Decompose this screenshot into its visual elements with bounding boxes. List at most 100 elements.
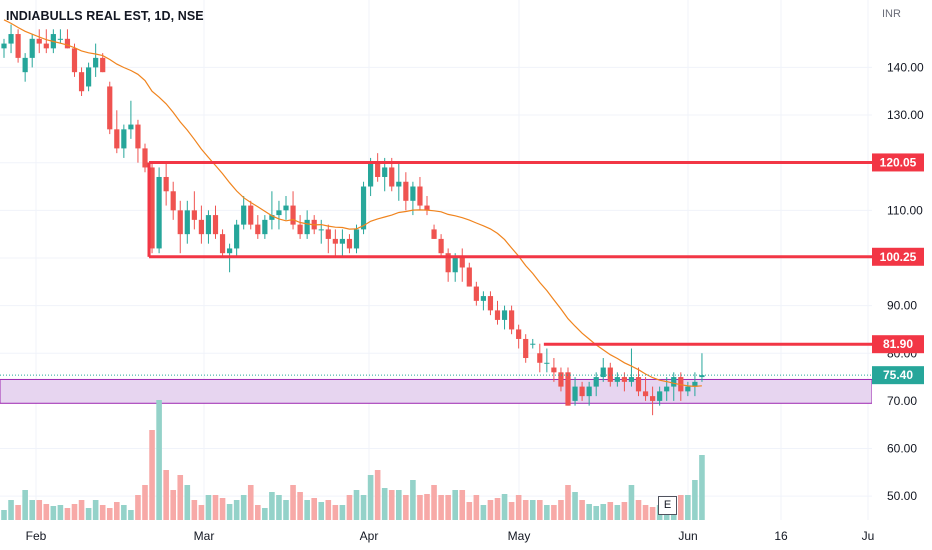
candle[interactable] <box>43 29 49 54</box>
candle[interactable] <box>191 191 197 230</box>
candle[interactable] <box>248 200 254 230</box>
candle[interactable] <box>325 224 331 254</box>
candle[interactable] <box>142 143 148 173</box>
volume-bar <box>579 500 585 520</box>
candle[interactable] <box>198 205 204 244</box>
candle[interactable] <box>241 196 247 230</box>
candle[interactable] <box>642 377 649 401</box>
candle[interactable] <box>128 100 134 139</box>
horizontal-levels[interactable] <box>0 160 872 376</box>
candle[interactable] <box>572 377 578 406</box>
candle[interactable] <box>466 262 472 287</box>
candle[interactable] <box>558 367 564 392</box>
candle[interactable] <box>29 34 35 68</box>
level-price-tag[interactable]: 100.25 <box>872 247 924 266</box>
candle[interactable] <box>8 24 14 54</box>
candle[interactable] <box>262 215 268 239</box>
candle[interactable] <box>473 281 479 306</box>
candle[interactable] <box>71 43 78 77</box>
candle[interactable] <box>593 372 599 397</box>
candle[interactable] <box>579 381 585 401</box>
candle[interactable] <box>480 291 486 311</box>
candle[interactable] <box>628 348 635 387</box>
candle[interactable] <box>234 219 240 258</box>
candle[interactable] <box>544 348 550 373</box>
candle[interactable] <box>22 53 28 82</box>
candle[interactable] <box>650 386 656 416</box>
candle[interactable] <box>692 372 698 397</box>
candle[interactable] <box>699 353 705 382</box>
candle[interactable] <box>600 358 606 382</box>
candle[interactable] <box>93 43 99 77</box>
candle[interactable] <box>509 305 515 335</box>
candle[interactable] <box>438 234 444 258</box>
candle[interactable] <box>424 196 430 216</box>
candle[interactable] <box>121 124 127 158</box>
candle[interactable] <box>57 29 63 44</box>
candle[interactable] <box>1 38 7 58</box>
candle[interactable] <box>149 162 155 254</box>
candle[interactable] <box>86 62 92 92</box>
candle[interactable] <box>523 334 529 363</box>
candle[interactable] <box>530 338 536 349</box>
candle[interactable] <box>36 29 42 54</box>
time-axis[interactable]: Feb Mar Apr May Jun 16 Ju <box>26 529 875 543</box>
candle[interactable] <box>459 248 465 282</box>
candle[interactable] <box>431 224 437 239</box>
candle[interactable] <box>78 67 85 96</box>
candle[interactable] <box>368 157 374 197</box>
candle[interactable] <box>15 29 21 63</box>
candle[interactable] <box>135 119 141 163</box>
candle[interactable] <box>184 200 190 244</box>
candle[interactable] <box>403 172 409 211</box>
candle[interactable] <box>685 381 691 397</box>
candle[interactable] <box>339 229 345 258</box>
earnings-marker-icon[interactable]: E <box>658 496 677 515</box>
candle[interactable] <box>212 205 219 239</box>
candle[interactable] <box>297 215 303 239</box>
candle[interactable] <box>100 53 106 73</box>
candle[interactable] <box>107 81 113 135</box>
candle[interactable] <box>565 367 571 406</box>
candle[interactable] <box>283 196 289 220</box>
candle[interactable] <box>177 200 183 254</box>
candle[interactable] <box>332 229 338 258</box>
candle[interactable] <box>156 167 162 254</box>
level-price-tag[interactable]: 120.05 <box>872 153 924 172</box>
candle[interactable] <box>516 324 522 349</box>
candle[interactable] <box>219 229 226 258</box>
candle[interactable] <box>635 367 642 397</box>
candle[interactable] <box>205 210 212 244</box>
candle[interactable] <box>318 219 324 244</box>
current-price-tag[interactable]: 75.40 <box>872 366 924 385</box>
candle[interactable] <box>346 234 353 254</box>
candle[interactable] <box>671 372 677 401</box>
level-price-tag[interactable]: 81.90 <box>872 335 924 354</box>
candle[interactable] <box>304 210 310 239</box>
candle[interactable] <box>163 162 169 206</box>
candle[interactable] <box>607 362 613 387</box>
candle[interactable] <box>114 110 120 154</box>
candle[interactable] <box>255 215 261 239</box>
candle[interactable] <box>375 153 381 182</box>
candle[interactable] <box>586 381 592 406</box>
candle[interactable] <box>487 291 494 316</box>
volume-bar <box>149 430 155 520</box>
candle[interactable] <box>417 176 423 211</box>
candle[interactable] <box>657 386 663 406</box>
candle[interactable] <box>537 343 543 373</box>
candle[interactable] <box>614 372 620 387</box>
candle[interactable] <box>396 162 402 201</box>
candle[interactable] <box>269 191 275 230</box>
candle[interactable] <box>445 248 451 282</box>
candle[interactable] <box>290 191 296 230</box>
candle[interactable] <box>170 181 176 220</box>
price-axis[interactable]: 50.0060.0070.0080.0090.00100.00110.00120… <box>872 0 932 550</box>
candlesticks[interactable] <box>1 24 705 416</box>
candle[interactable] <box>494 300 501 325</box>
volume-bar <box>544 505 550 520</box>
candle[interactable] <box>501 305 508 330</box>
candle[interactable] <box>276 200 282 230</box>
candle[interactable] <box>551 358 557 382</box>
